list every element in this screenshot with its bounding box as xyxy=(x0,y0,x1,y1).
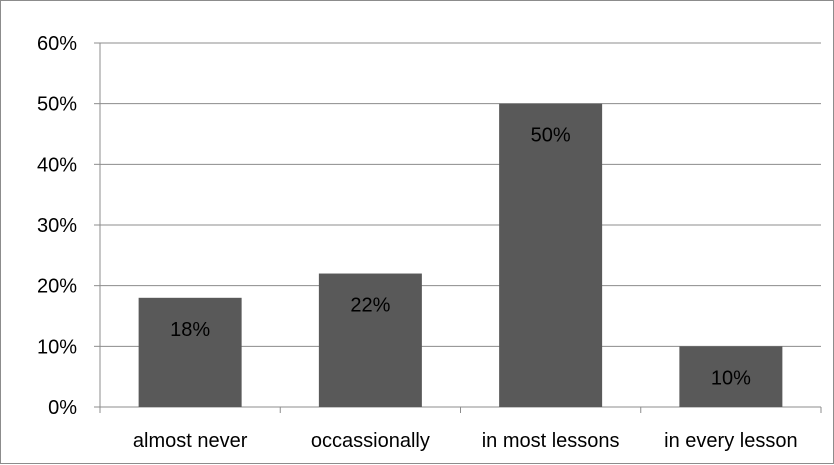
y-tick-label: 20% xyxy=(37,276,77,298)
y-axis-ticks: 0% 10% 20% 30% 40% 50% 60% xyxy=(37,33,77,419)
bar xyxy=(138,297,242,407)
bars xyxy=(138,103,783,408)
bar xyxy=(499,103,603,408)
y-tick-label: 50% xyxy=(37,94,77,116)
data-label: 18% xyxy=(170,319,210,341)
y-tick-label: 40% xyxy=(37,154,77,176)
x-tick-label: in most lessons xyxy=(482,430,620,452)
y-tick-label: 60% xyxy=(37,33,77,55)
x-tick-label: occassionally xyxy=(311,430,430,452)
y-tick-label: 0% xyxy=(48,397,77,419)
y-tick-label: 30% xyxy=(37,215,77,237)
x-axis-ticks: almost never occassionally in most lessons… xyxy=(133,430,798,452)
x-tick-label: almost never xyxy=(133,430,248,452)
y-tick-label: 10% xyxy=(37,336,77,358)
data-labels: 18% 22% 50% 10% xyxy=(170,125,751,390)
bar xyxy=(679,346,783,407)
data-label: 10% xyxy=(711,367,751,389)
x-tick-label: in every lesson xyxy=(664,430,797,452)
data-label: 22% xyxy=(350,295,390,317)
data-label: 50% xyxy=(531,125,571,147)
bar xyxy=(318,273,422,407)
